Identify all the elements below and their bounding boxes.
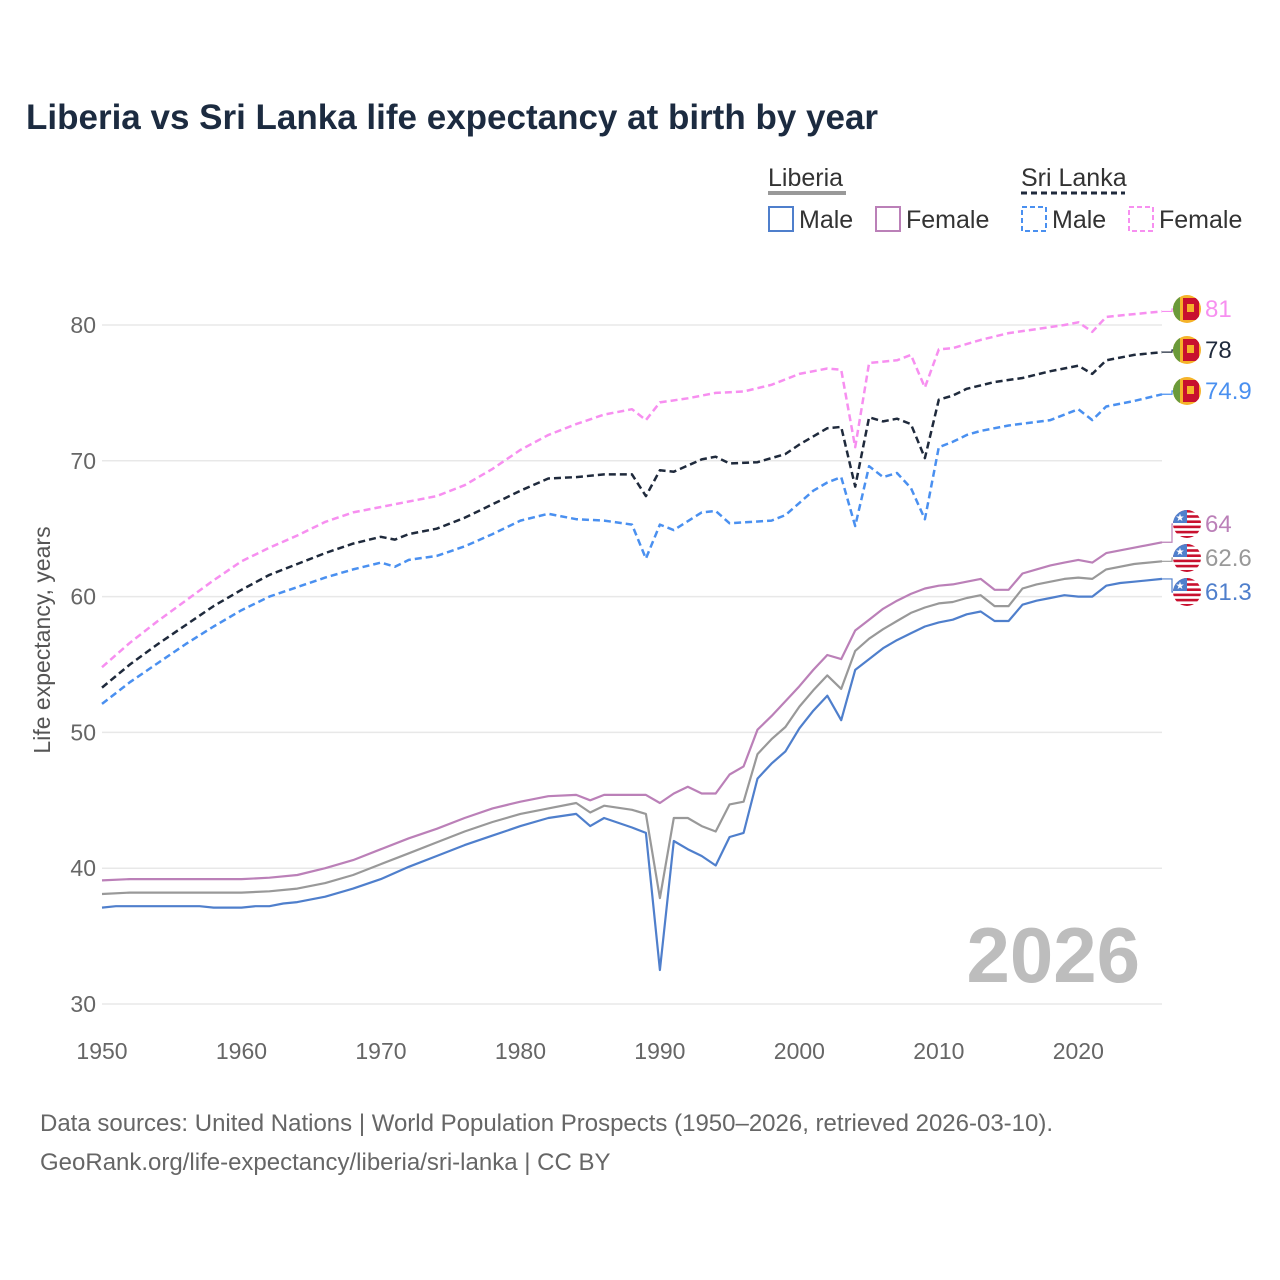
flag-stripe <box>1173 564 1201 568</box>
x-tick-label: 2010 <box>913 1038 964 1064</box>
flag-stripe <box>1173 598 1201 602</box>
sri-lanka-flag-icon <box>1173 377 1201 405</box>
legend-item-liberia-female[interactable]: Female <box>875 206 989 234</box>
end-value-label: 74.9 <box>1205 378 1252 405</box>
sri-lanka-flag-icon <box>1173 295 1201 323</box>
flag-stripe <box>1173 593 1201 597</box>
flag-green-stripe <box>1173 295 1180 323</box>
legend-swatch <box>875 206 901 232</box>
sri-lanka-flag-icon <box>1173 336 1201 364</box>
flag-green-stripe <box>1173 377 1180 405</box>
liberia-flag-icon: ★ <box>1173 510 1201 538</box>
legend-item-sri-lanka-male[interactable]: Male <box>1021 206 1106 234</box>
flag-green-stripe <box>1173 336 1180 364</box>
flag-lion <box>1187 345 1194 353</box>
series-line-sri-lanka-male <box>101 393 1163 705</box>
series-line-sri-lanka-total <box>101 350 1163 689</box>
legend-group-liberia: Liberia <box>768 164 843 192</box>
flag-lion <box>1187 386 1194 394</box>
series-line-liberia-total <box>101 560 1163 900</box>
y-axis-label: Life expectancy, years <box>29 526 55 753</box>
year-watermark: 2026 <box>966 911 1140 999</box>
x-tick-label: 1970 <box>355 1038 406 1064</box>
y-tick-label: 30 <box>70 991 96 1017</box>
end-value-label: 62.6 <box>1205 545 1252 572</box>
legend-group-sri-lanka: Sri Lanka <box>1021 164 1127 192</box>
flag-stripe <box>1173 536 1201 538</box>
footer-sources: Data sources: United Nations | World Pop… <box>40 1110 1053 1137</box>
x-tick-label: 1990 <box>634 1038 685 1064</box>
liberia-flag-icon: ★ <box>1173 578 1201 606</box>
x-tick-label: 2000 <box>774 1038 825 1064</box>
y-tick-label: 80 <box>70 312 96 338</box>
series-line-sri-lanka-female <box>101 310 1163 669</box>
flag-star: ★ <box>1176 581 1185 592</box>
series-lines <box>101 310 1163 972</box>
flag-stripe <box>1173 525 1201 529</box>
chart-title: Liberia vs Sri Lanka life expectancy at … <box>26 98 878 137</box>
legend-swatch <box>768 206 794 232</box>
legend-item-liberia-male[interactable]: Male <box>768 206 853 234</box>
liberia-flag-icon: ★ <box>1173 544 1201 572</box>
x-axis: 1950 1960 1970 1980 1990 2000 2010 2020 <box>76 1038 1103 1064</box>
y-tick-label: 60 <box>70 584 96 610</box>
legend-label: Male <box>1052 206 1106 234</box>
legend: Liberia Sri Lanka Male Female Male Femal… <box>768 164 1242 234</box>
legend-label: Female <box>906 206 989 234</box>
y-tick-label: 50 <box>70 719 96 745</box>
flag-stripe <box>1173 604 1201 606</box>
end-value-label: 64 <box>1205 511 1232 538</box>
x-tick-label: 2020 <box>1053 1038 1104 1064</box>
legend-label: Female <box>1159 206 1242 234</box>
end-value-label: 78 <box>1205 337 1232 364</box>
legend-item-sri-lanka-female[interactable]: Female <box>1128 206 1242 234</box>
series-line-liberia-female <box>101 541 1163 882</box>
y-axis: 30 40 50 60 70 80 <box>70 312 96 1017</box>
x-tick-label: 1950 <box>76 1038 127 1064</box>
flag-star: ★ <box>1176 513 1185 524</box>
footer-link[interactable]: GeoRank.org/life-expectancy/liberia/sri-… <box>40 1149 610 1176</box>
flag-star: ★ <box>1176 547 1185 558</box>
x-tick-label: 1960 <box>216 1038 267 1064</box>
legend-swatch <box>1128 206 1154 232</box>
series-line-liberia-male <box>101 577 1163 972</box>
flag-stripe <box>1173 559 1201 563</box>
end-value-label: 81 <box>1205 296 1232 323</box>
x-tick-label: 1980 <box>495 1038 546 1064</box>
flag-stripe <box>1173 530 1201 534</box>
legend-label: Male <box>799 206 853 234</box>
flag-stripe <box>1173 570 1201 572</box>
legend-swatch <box>1021 206 1047 232</box>
grid <box>102 324 1162 1005</box>
flag-lion <box>1187 304 1194 312</box>
end-value-label: 61.3 <box>1205 579 1252 606</box>
y-tick-label: 40 <box>70 855 96 881</box>
y-tick-label: 70 <box>70 448 96 474</box>
end-labels: 81 78 74.9 ★ 64 ★ 62.6 ★ 61.3 <box>1162 295 1252 606</box>
